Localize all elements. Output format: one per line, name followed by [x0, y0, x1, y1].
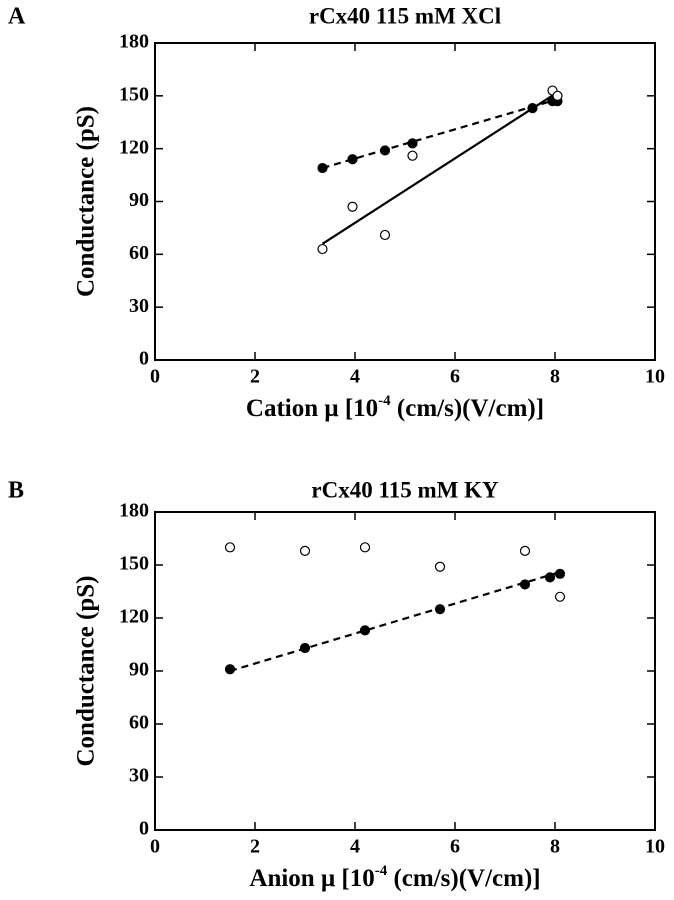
x-tick-label: 6	[450, 366, 460, 388]
x-tick-label: 2	[250, 836, 260, 858]
data-point	[379, 145, 391, 156]
y-tick-label: 60	[129, 242, 149, 264]
y-tick-label: 120	[119, 606, 149, 628]
y-tick-label: 0	[139, 818, 149, 840]
x-axis-label-part: Anion μ [10	[249, 865, 374, 892]
data-point	[317, 162, 328, 174]
data-point	[299, 642, 311, 654]
x-tick-label: 2	[250, 366, 260, 388]
data-point	[434, 604, 446, 615]
y-axis-label: Conductance (pS)	[73, 576, 100, 767]
data-point	[544, 572, 556, 583]
panel-label: A	[8, 4, 26, 30]
data-point	[299, 545, 311, 556]
x-tick-label: 4	[350, 366, 360, 388]
x-axis-label-part: (cm/s)(V/cm)]	[387, 865, 540, 892]
plot-frame	[154, 42, 656, 361]
x-axis-label-part: -4	[375, 863, 388, 879]
x-axis-label: Anion μ [10-4 (cm/s)(V/cm)]	[249, 863, 540, 891]
fit-line	[229, 571, 561, 673]
y-tick-label: 60	[129, 712, 149, 734]
panel-label: B	[8, 478, 24, 504]
y-tick-label: 180	[119, 500, 149, 522]
x-tick-label: 4	[350, 836, 360, 858]
x-axis-label-part: -4	[378, 393, 391, 409]
data-point	[527, 103, 538, 114]
data-point	[347, 154, 358, 165]
data-point	[554, 568, 566, 579]
x-tick-label: 10	[645, 836, 665, 858]
chart-title: rCx40 115 mM XCl	[309, 3, 501, 28]
data-point	[359, 625, 371, 636]
data-point	[554, 591, 566, 602]
x-tick-label: 0	[150, 366, 160, 388]
data-point	[317, 243, 328, 255]
chart-title: rCx40 115 mM KY	[311, 477, 499, 502]
x-axis-label: Cation μ [10-4 (cm/s)(V/cm)]	[246, 393, 544, 421]
data-point	[519, 545, 531, 556]
y-tick-label: 120	[119, 136, 149, 158]
y-axis-label: Conductance (pS)	[73, 106, 100, 297]
data-point	[407, 150, 418, 161]
y-tick-label: 150	[119, 553, 149, 575]
data-point	[434, 561, 446, 572]
y-tick-label: 90	[129, 659, 149, 681]
data-point	[224, 664, 236, 675]
fit-line	[321, 91, 559, 245]
data-point	[347, 201, 358, 212]
x-tick-label: 8	[550, 836, 560, 858]
y-tick-label: 30	[129, 295, 149, 317]
data-point	[224, 542, 236, 553]
x-tick-label: 8	[550, 366, 560, 388]
data-point	[379, 229, 391, 241]
fit-line	[322, 98, 558, 170]
x-tick-label: 6	[450, 836, 460, 858]
x-axis-label-part: Cation μ [10	[246, 395, 378, 422]
y-tick-label: 0	[139, 348, 149, 370]
data-point	[407, 138, 418, 149]
x-tick-label: 10	[645, 366, 665, 388]
y-tick-label: 150	[119, 83, 149, 105]
data-point	[552, 90, 563, 101]
data-point	[519, 579, 531, 590]
data-point	[359, 542, 371, 553]
x-tick-label: 0	[150, 836, 160, 858]
y-tick-label: 30	[129, 765, 149, 787]
y-tick-label: 90	[129, 189, 149, 211]
x-axis-label-part: (cm/s)(V/cm)]	[391, 395, 544, 422]
y-tick-label: 180	[119, 31, 149, 53]
